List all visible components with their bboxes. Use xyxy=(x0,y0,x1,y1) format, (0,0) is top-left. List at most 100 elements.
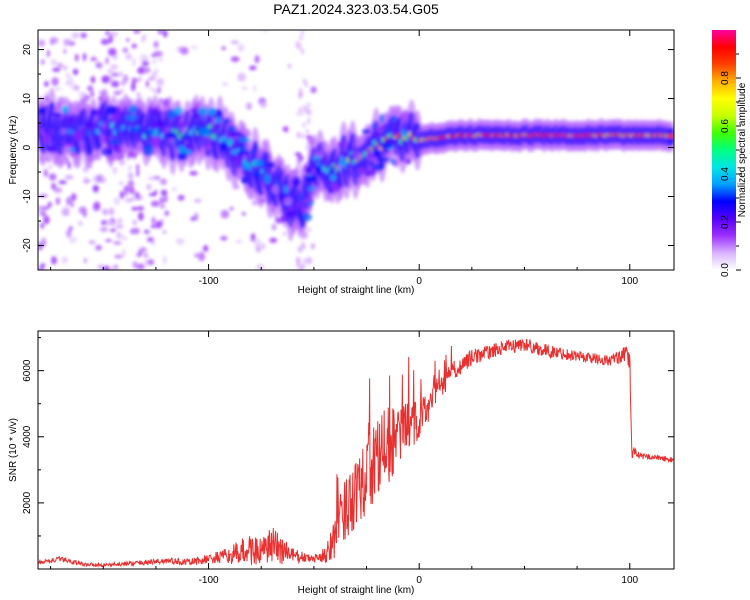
spectrogram-speckle xyxy=(221,82,229,87)
spectrogram-speckle xyxy=(78,206,87,215)
spectrogram-speckle xyxy=(63,48,67,54)
spectrogram-speckle xyxy=(252,84,257,93)
spectrogram-speckle xyxy=(100,38,110,46)
spectrogram-speckle xyxy=(151,216,156,225)
spectrogram-blob xyxy=(284,204,290,210)
spectrogram-speckle xyxy=(119,190,125,200)
spectrogram-speckle xyxy=(282,231,287,237)
y-tick-label: 6000 xyxy=(22,359,33,382)
spectrogram-blob xyxy=(108,139,120,145)
spectrogram-blobs xyxy=(38,30,674,270)
spectrogram-speckle xyxy=(56,62,64,69)
spectrogram-speckle xyxy=(61,256,68,264)
spectrogram-speckle xyxy=(220,209,230,219)
spectrogram-speckle xyxy=(137,206,145,211)
spectrogram-speckle xyxy=(95,62,103,69)
spectrogram-blob xyxy=(337,140,346,148)
spectrogram-blob xyxy=(304,166,313,174)
spectrogram-blob xyxy=(341,151,350,158)
spectrogram-blob xyxy=(379,157,390,162)
spectrogram-blob xyxy=(106,105,117,115)
spectrogram-speckle xyxy=(127,172,134,180)
spectrogram-blob xyxy=(366,154,375,159)
spectrogram-speckle xyxy=(152,59,156,64)
spectrogram-speckle xyxy=(51,77,59,86)
snr-plot-area xyxy=(38,331,674,569)
spectrogram-speckle xyxy=(221,46,226,51)
spectrogram-speckle xyxy=(220,236,228,241)
spectrogram-blob xyxy=(102,135,111,144)
spectrogram-blob xyxy=(185,149,192,155)
spectrogram-speckle xyxy=(108,34,113,44)
spectrogram-speckle xyxy=(160,189,168,196)
spectrogram-speckle xyxy=(287,63,292,69)
spectrogram-blob xyxy=(151,135,161,145)
spectrogram-blob xyxy=(365,172,371,177)
spectrogram-speckle xyxy=(300,47,304,55)
spectrogram-speckle xyxy=(255,245,262,253)
spectrogram-speckle xyxy=(311,242,315,250)
spectrogram-blob xyxy=(253,170,261,181)
spectrogram-speckle xyxy=(301,133,305,139)
spectrogram-speckle xyxy=(296,261,300,269)
spectrogram-speckle xyxy=(177,194,185,201)
snr-y-label: SNR (10 * v/v) xyxy=(8,418,19,482)
spectrogram-blob xyxy=(165,132,177,139)
spectrogram-speckle xyxy=(157,30,164,35)
spectrogram-blob xyxy=(356,168,368,173)
spectrogram-blob xyxy=(114,144,123,154)
spectrogram-speckle xyxy=(92,184,100,193)
spectrogram-speckle xyxy=(252,200,257,206)
spectrogram-speckle xyxy=(164,210,169,216)
spectrogram-speckle xyxy=(150,200,160,207)
spectrogram-blob xyxy=(264,174,271,184)
spectrogram-speckle xyxy=(63,38,72,45)
spectrogram-speckle xyxy=(147,176,156,181)
spectrogram-speckle xyxy=(237,72,246,82)
spectrogram-blob xyxy=(304,176,313,182)
spectrogram-speckle xyxy=(95,244,102,251)
spectrogram-speckle xyxy=(125,53,132,60)
spectrogram-speckle xyxy=(230,56,240,62)
spectrogram-speckle xyxy=(106,69,114,74)
spectrogram-speckle xyxy=(145,80,150,88)
spectrogram-blob xyxy=(322,156,327,162)
spectrogram-speckle xyxy=(180,46,189,55)
y-tick-label: 0 xyxy=(22,144,33,150)
spectrogram-speckle xyxy=(150,224,157,229)
snr-line-layer xyxy=(38,338,674,568)
spectrogram-blob xyxy=(373,131,381,137)
spectrogram-speckle xyxy=(297,245,301,253)
spectrogram-heatmap xyxy=(38,30,674,270)
spectrogram-speckle xyxy=(295,40,299,49)
spectrogram-speckle xyxy=(50,256,57,265)
spectrogram-blob xyxy=(252,160,264,167)
spectrogram-blob xyxy=(312,156,321,161)
spectrogram-speckle xyxy=(140,264,145,270)
spectrogram-speckle xyxy=(116,217,123,225)
spectrogram-speckle xyxy=(110,64,118,70)
spectrogram-speckle xyxy=(58,180,67,185)
spectrogram-speckle xyxy=(115,224,124,229)
y-tick-label: -20 xyxy=(22,238,33,253)
spectrogram-blob xyxy=(271,184,280,195)
spectrogram-speckle xyxy=(126,38,130,42)
spectrogram-speckle xyxy=(296,131,300,139)
spectrogram-blob xyxy=(144,146,154,156)
spectrogram-blob xyxy=(373,149,379,157)
spectrogram-speckle xyxy=(305,231,309,240)
spectrogram-speckle xyxy=(235,239,243,244)
spectrogram-blob xyxy=(266,161,276,168)
spectrogram-speckle xyxy=(229,206,234,211)
spectrogram-speckle xyxy=(38,267,44,270)
spectrogram-speckle xyxy=(74,53,79,62)
spectrogram-speckle xyxy=(50,37,59,44)
y-tick-label: -10 xyxy=(22,189,33,204)
spectrogram-blob xyxy=(305,204,310,209)
spectrogram-blob xyxy=(153,108,160,117)
spectrogram-speckle xyxy=(137,67,144,74)
spectrogram-speckle xyxy=(245,102,253,110)
spectrogram-y-label: Frequency (Hz) xyxy=(8,116,19,185)
